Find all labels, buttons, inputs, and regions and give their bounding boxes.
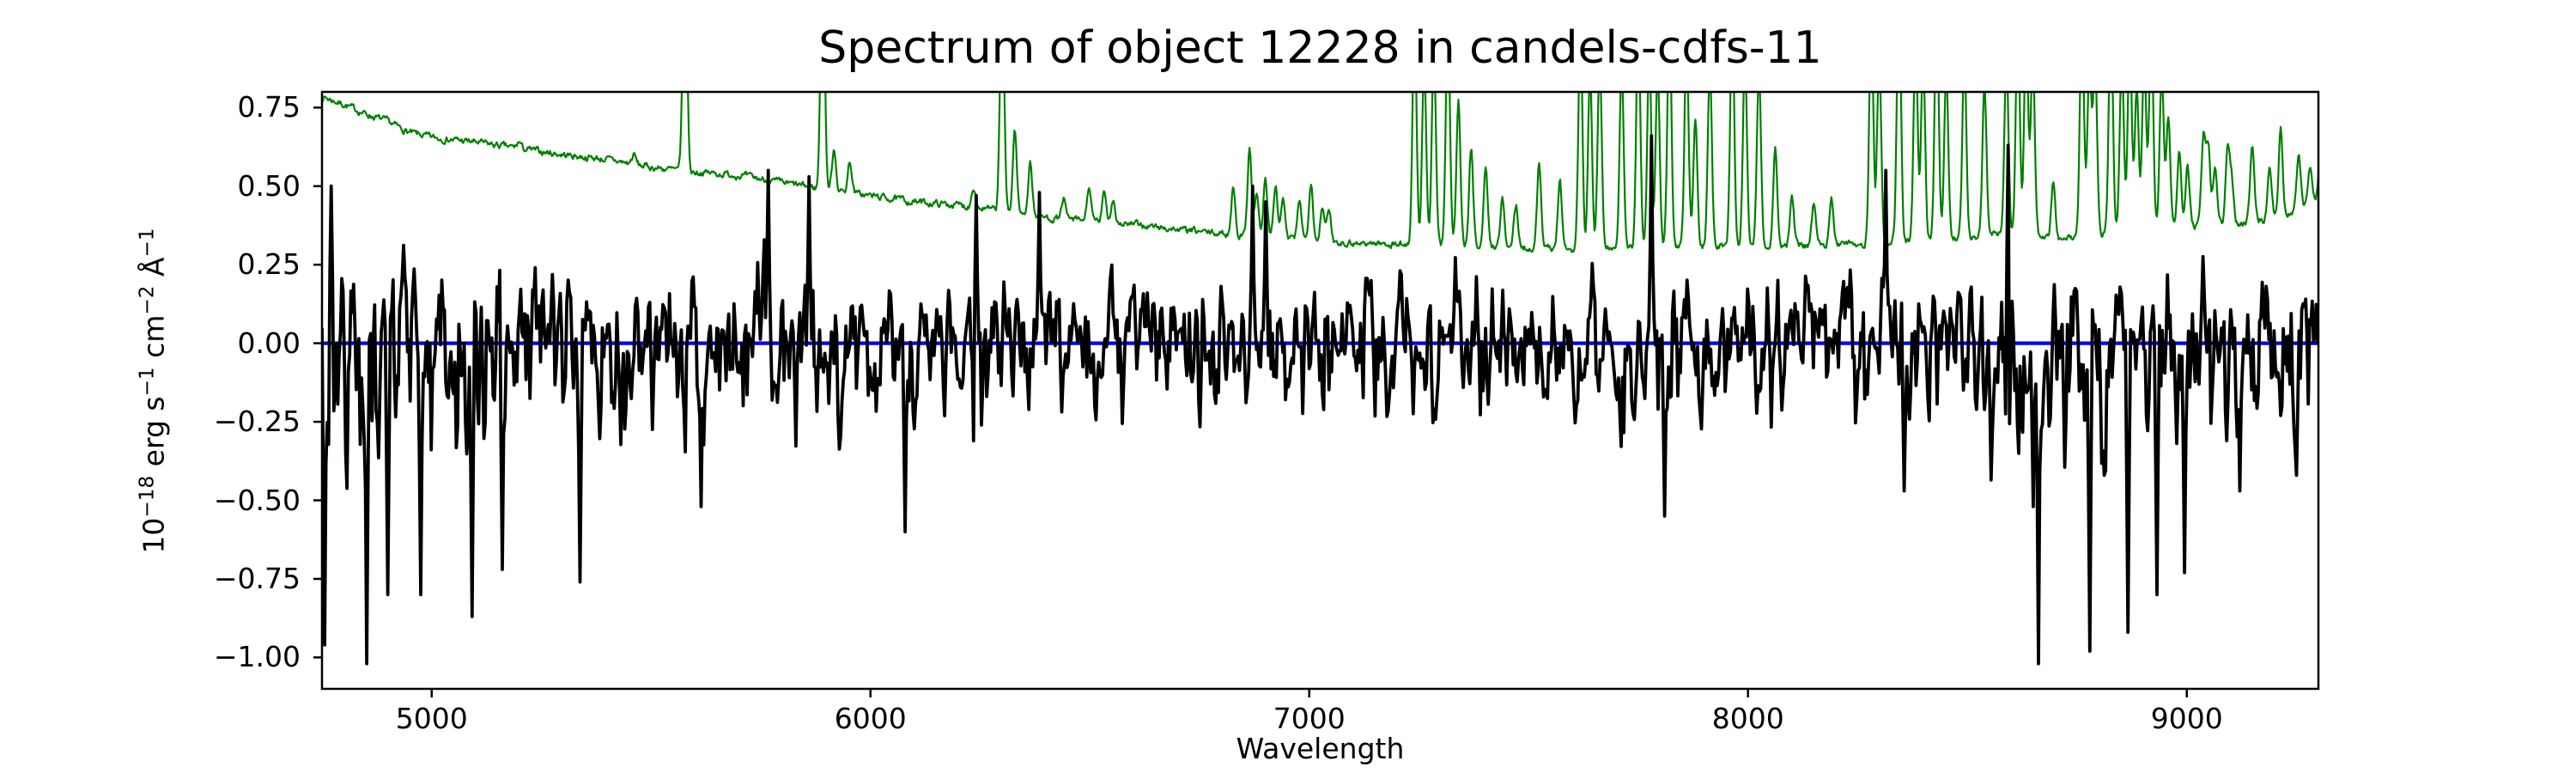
y-tick-label: 0.75 (237, 90, 301, 125)
x-tick-label: 9000 (2150, 702, 2223, 735)
y-tick-label: −0.25 (213, 405, 301, 439)
y-axis-label-exponent: −1 (136, 367, 159, 397)
y-axis-label-exponent: −2 (136, 285, 159, 315)
y-axis-label-text: 10 (137, 517, 171, 554)
series-noise-spectrum-sky- (322, 92, 2318, 253)
chart-title: Spectrum of object 12228 in candels-cdfs… (818, 22, 1822, 74)
y-tick-label: 0.50 (237, 168, 301, 203)
y-tick-label: −0.75 (213, 561, 301, 595)
y-tick-label: 0.00 (237, 326, 301, 360)
x-tick-label: 8000 (1711, 702, 1784, 735)
y-tick-label: 0.25 (237, 247, 301, 282)
x-tick-label: 7000 (1273, 702, 1346, 735)
x-axis-label: Wavelength (1236, 732, 1405, 765)
x-tick-label: 6000 (834, 702, 907, 735)
x-tick-label: 5000 (395, 702, 468, 735)
y-tick-label: −1.00 (213, 640, 301, 674)
series-flux (322, 134, 2318, 666)
y-tick-label: −0.50 (213, 483, 301, 517)
plot-area (322, 92, 2318, 666)
axes-spines (320, 90, 2320, 691)
